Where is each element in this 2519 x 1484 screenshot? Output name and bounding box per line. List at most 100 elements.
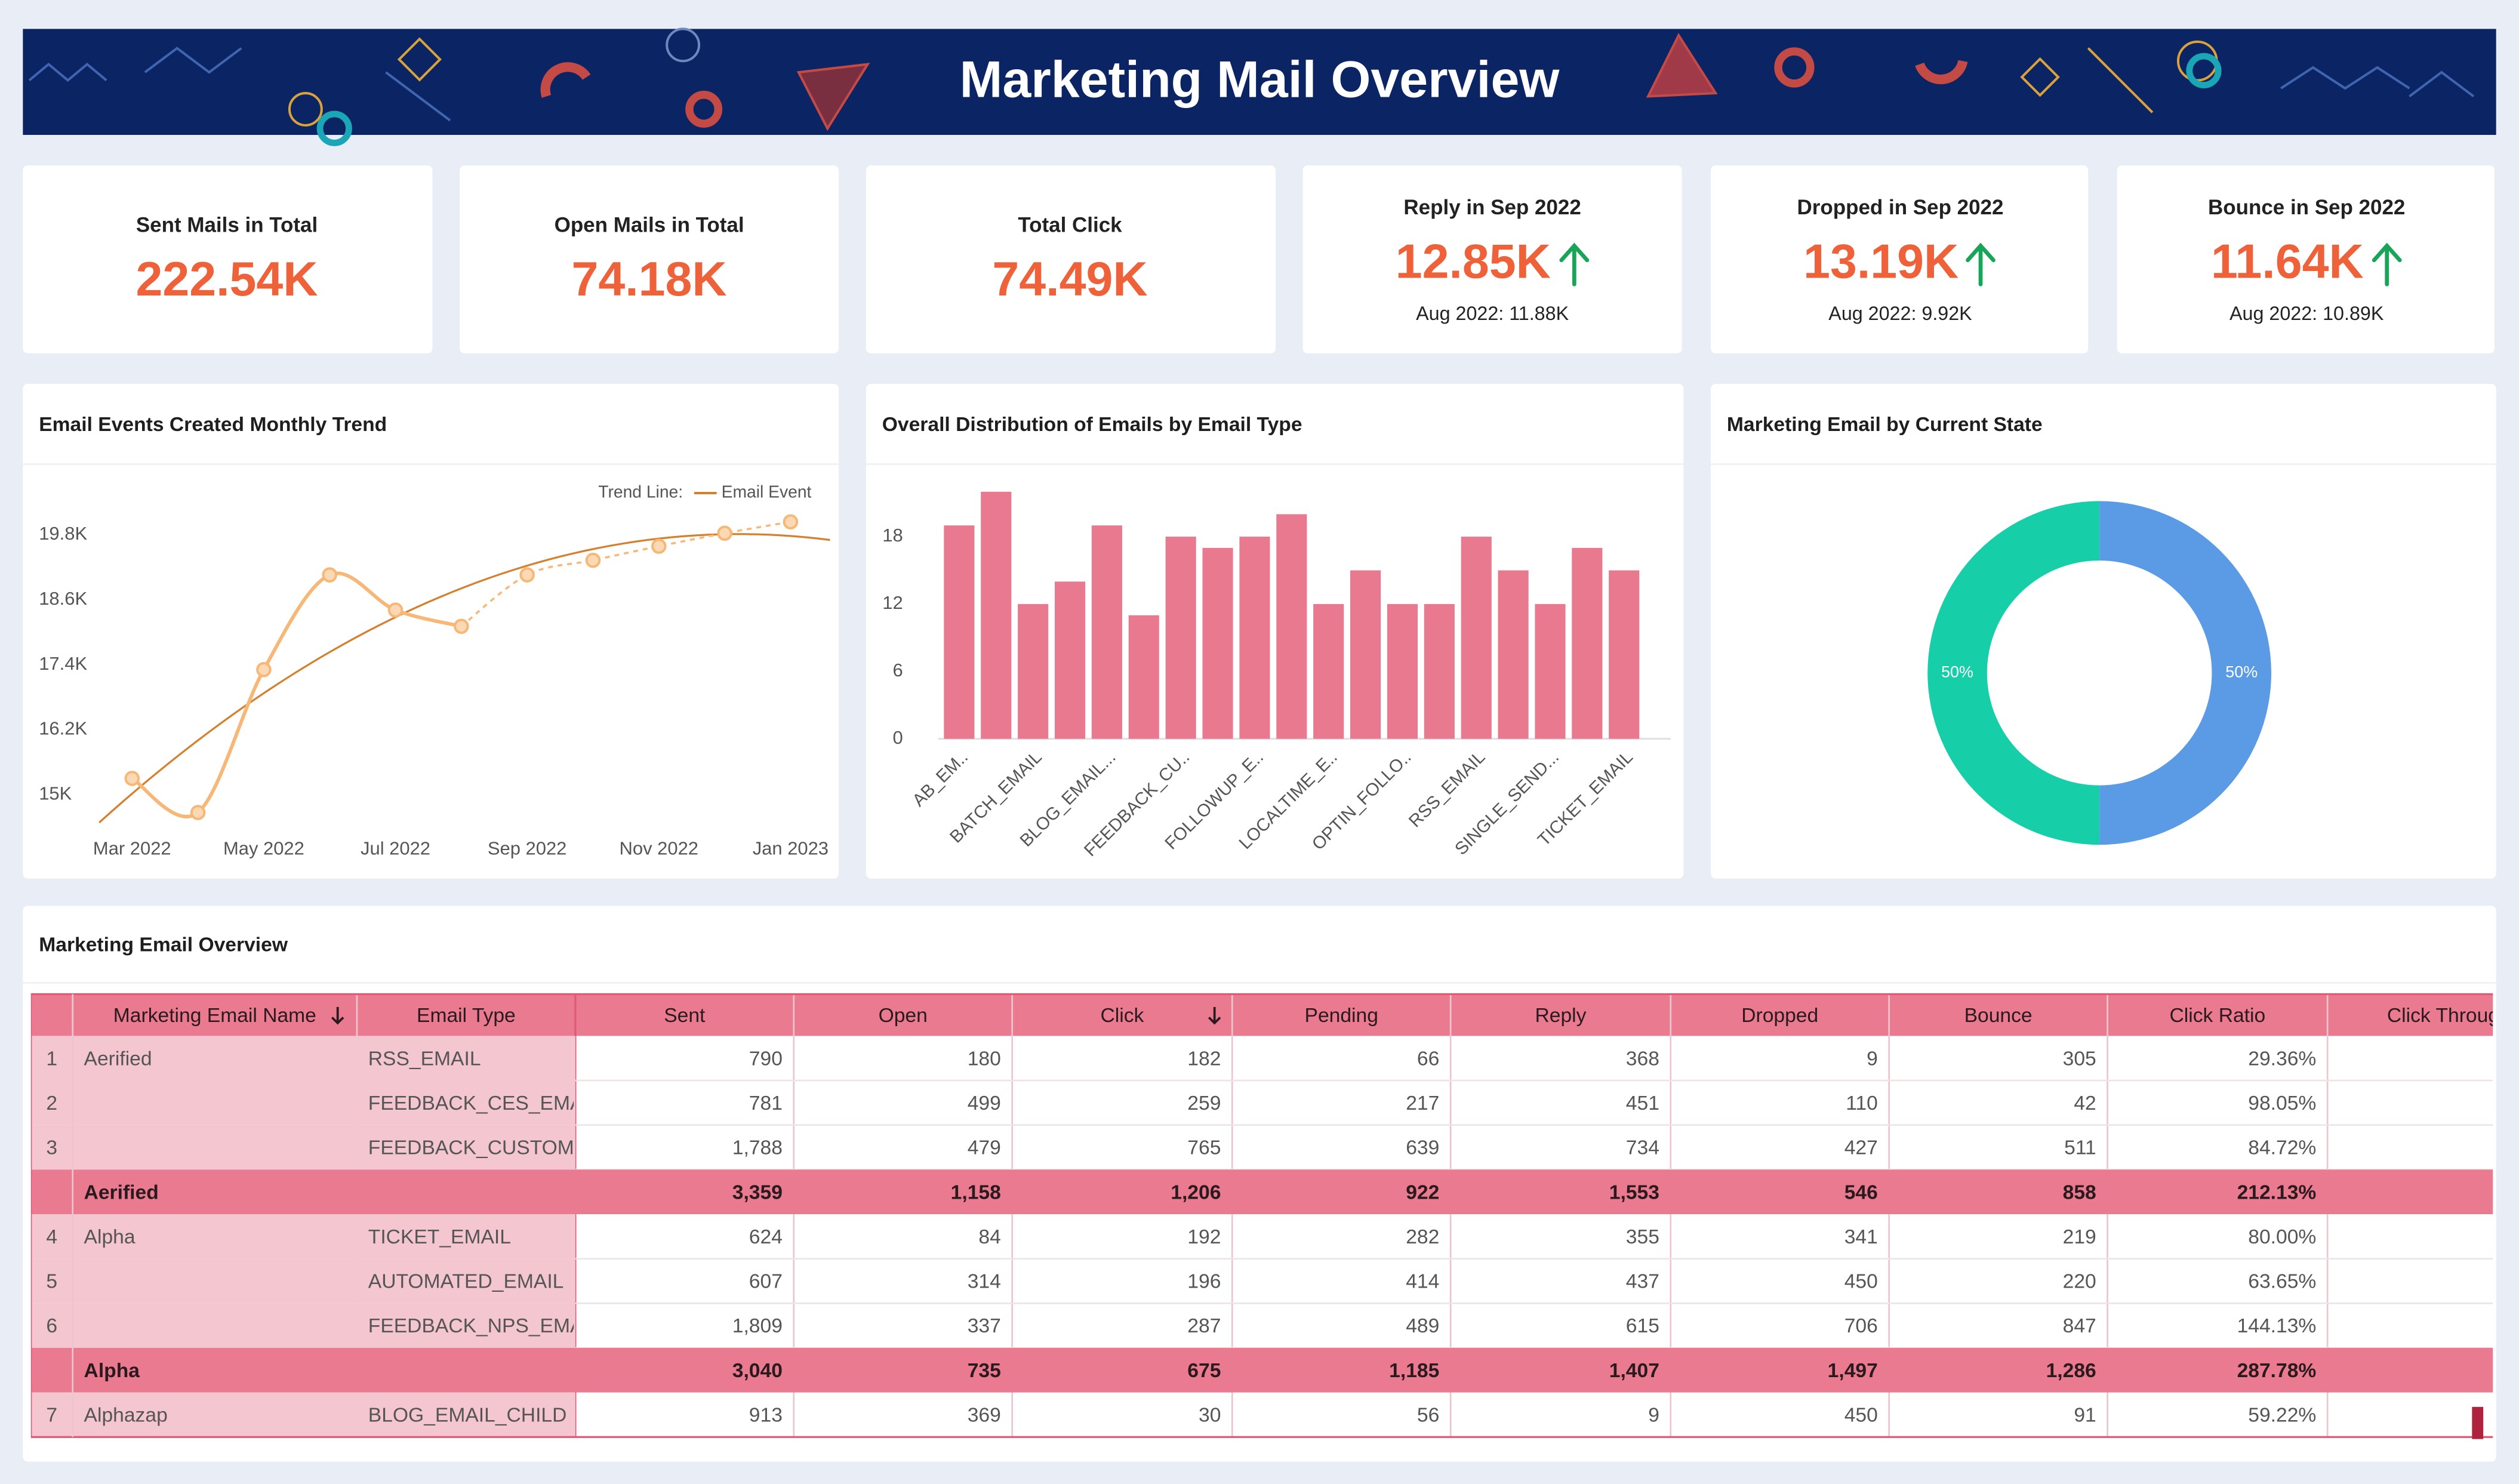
table-cell: 217 — [1406, 1092, 1439, 1114]
bar — [1018, 604, 1049, 739]
table-cell: 219 — [2063, 1226, 2096, 1248]
table-cell: 91 — [2074, 1405, 2096, 1427]
table-cell: 180 — [968, 1048, 1001, 1070]
bar — [981, 491, 1012, 739]
email-type: FEEDBACK_CES_EMAI — [368, 1092, 589, 1114]
table-title: Marketing Email Overview — [39, 934, 288, 956]
kpi-label: Sent Mails in Total — [136, 214, 318, 237]
chart-card — [23, 384, 839, 879]
data-point — [717, 525, 732, 541]
table-cell: 1,206 — [1171, 1181, 1221, 1203]
table-cell: 314 — [968, 1271, 1001, 1293]
table-cell: 282 — [1406, 1226, 1439, 1248]
row-head — [30, 1258, 575, 1304]
scroll-handle[interactable] — [2472, 1406, 2484, 1439]
y-tick-label: 18 — [882, 525, 903, 546]
table-cell: 511 — [2064, 1137, 2096, 1159]
chart-card — [1711, 384, 2496, 879]
table-cell: 66 — [1417, 1048, 1439, 1070]
table-cell: 489 — [1406, 1315, 1439, 1337]
bar — [1165, 537, 1196, 739]
column-header: Email Type — [417, 1005, 516, 1027]
bar — [1609, 570, 1640, 739]
email-name: Alphazap — [84, 1405, 168, 1427]
table-cell: 337 — [968, 1315, 1001, 1337]
email-type: FEEDBACK_CUSTOM_ — [368, 1137, 586, 1159]
email-type: AUTOMATED_EMAIL — [368, 1271, 564, 1293]
kpi-value: 12.85K — [1396, 235, 1551, 288]
row-number: 4 — [46, 1226, 57, 1248]
subtotal-row — [30, 1347, 2493, 1393]
table-border — [30, 993, 2493, 1438]
kpi-previous: Aug 2022: 10.89K — [2229, 303, 2384, 324]
table-cell: 63.65% — [2248, 1271, 2316, 1293]
kpi-value: 74.18K — [571, 253, 726, 306]
header-row — [30, 994, 2493, 1036]
email-type: BLOG_EMAIL_CHILD — [368, 1405, 567, 1427]
y-tick-label: 16.2K — [39, 718, 87, 739]
bar — [1535, 604, 1566, 739]
kpi-label: Bounce in Sep 2022 — [2208, 196, 2405, 219]
y-tick-label: 15K — [39, 783, 72, 803]
table-cell: 847 — [2063, 1315, 2096, 1337]
sort-icon — [331, 1006, 344, 1025]
y-tick-label: 6 — [892, 660, 903, 681]
chart-cards: Email Events Created Monthly Trend Overa… — [23, 384, 2496, 879]
table-cell: 98.05% — [2248, 1092, 2316, 1114]
kpi-previous: Aug 2022: 9.92K — [1828, 303, 1972, 324]
table-cell: 56 — [1417, 1405, 1439, 1427]
bar — [1461, 537, 1492, 739]
table-cell: 3,040 — [732, 1360, 783, 1382]
column-header: Click — [1101, 1005, 1144, 1027]
kpi-card — [1302, 165, 1682, 353]
table-cell: 437 — [1626, 1271, 1659, 1293]
pie-slice — [2099, 501, 2271, 845]
row-number: 5 — [46, 1271, 57, 1293]
x-tick-label: Sep 2022 — [488, 838, 566, 858]
table-cell: 212.13% — [2237, 1181, 2317, 1203]
kpi-cards: Sent Mails in Total 222.54K Open Mails i… — [23, 165, 2495, 353]
table-cell: 675 — [1187, 1360, 1221, 1382]
table-cell: 305 — [2063, 1048, 2096, 1070]
table-cell: 220 — [2063, 1271, 2096, 1293]
bar — [1202, 547, 1233, 739]
row-number: 3 — [46, 1137, 57, 1159]
up-arrow — [1559, 242, 1590, 287]
row-number: 7 — [46, 1405, 57, 1427]
y-tick-label: 18.6K — [39, 588, 87, 609]
kpi-label: Open Mails in Total — [555, 214, 744, 237]
chart-card — [866, 384, 1684, 879]
table-cell: 781 — [749, 1092, 783, 1114]
table-cell: 84 — [978, 1226, 1000, 1248]
table-cell: 735 — [968, 1360, 1001, 1382]
table-cell: 450 — [1844, 1405, 1878, 1427]
column-header: Reply — [1535, 1005, 1586, 1027]
column-header: Pending — [1305, 1005, 1378, 1027]
table-cell: 546 — [1844, 1181, 1878, 1203]
row-number: 1 — [46, 1048, 57, 1070]
data-point — [190, 805, 206, 820]
kpi-card — [460, 165, 839, 353]
pie-slice — [1927, 501, 2100, 845]
table-cell: 913 — [749, 1405, 783, 1427]
banner-decoration — [28, 27, 2475, 146]
table-cell: 1,185 — [1389, 1360, 1439, 1382]
table: Marketing Email Name Email Type Sent Open Cl… — [30, 993, 2493, 1438]
row-number: 2 — [46, 1092, 57, 1114]
table-cell: 1,158 — [951, 1181, 1001, 1203]
slice-label: 50% — [2225, 663, 2258, 681]
column-header: Marketing Email Name — [113, 1005, 316, 1027]
banner-bg — [23, 29, 2496, 135]
bar — [1387, 604, 1418, 739]
table-cell: 84.72% — [2248, 1137, 2316, 1159]
table-cell: 1,407 — [1609, 1360, 1659, 1382]
row-head — [30, 1214, 575, 1259]
up-arrows — [1559, 242, 2402, 287]
table-cell: 1,788 — [732, 1137, 783, 1159]
kpi-card — [866, 165, 1276, 353]
kpi-label: Dropped in Sep 2022 — [1797, 196, 2004, 219]
kpi-value: 11.64K — [2211, 235, 2364, 288]
data-point — [519, 567, 535, 583]
kpi-card — [1711, 165, 2089, 353]
